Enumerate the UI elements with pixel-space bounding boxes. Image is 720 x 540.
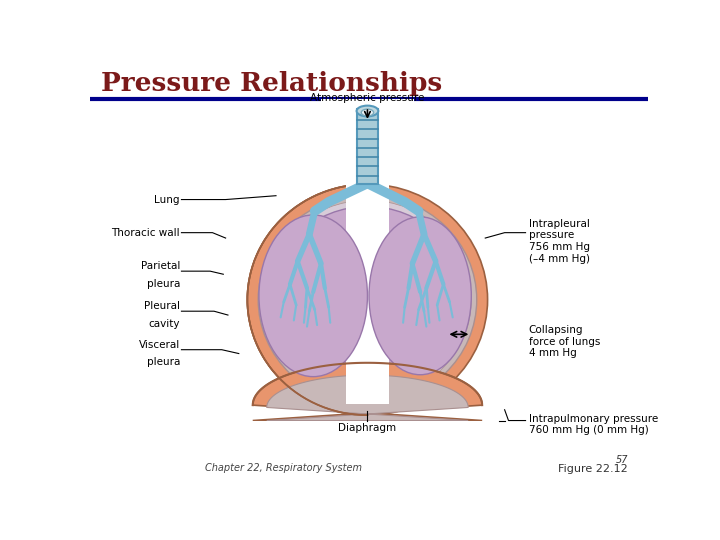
Ellipse shape bbox=[270, 206, 465, 393]
Text: Parietal: Parietal bbox=[140, 261, 180, 271]
Text: Thoracic wall: Thoracic wall bbox=[112, 228, 180, 238]
Ellipse shape bbox=[258, 195, 477, 404]
Ellipse shape bbox=[356, 106, 378, 117]
FancyBboxPatch shape bbox=[90, 417, 648, 495]
Text: cavity: cavity bbox=[148, 319, 180, 329]
Ellipse shape bbox=[248, 184, 487, 415]
Text: Lung: Lung bbox=[154, 194, 180, 205]
Text: Collapsing
force of lungs
4 mm Hg: Collapsing force of lungs 4 mm Hg bbox=[528, 325, 600, 358]
Text: Diaphragm: Diaphragm bbox=[338, 423, 397, 433]
Text: Visceral: Visceral bbox=[139, 340, 180, 350]
Polygon shape bbox=[357, 109, 377, 184]
Ellipse shape bbox=[259, 215, 367, 377]
Ellipse shape bbox=[264, 200, 472, 399]
Polygon shape bbox=[346, 99, 389, 403]
Polygon shape bbox=[243, 421, 492, 496]
Text: pleura: pleura bbox=[147, 279, 180, 289]
Text: 57: 57 bbox=[616, 455, 628, 465]
Text: Chapter 22, Respiratory System: Chapter 22, Respiratory System bbox=[205, 463, 362, 473]
FancyBboxPatch shape bbox=[321, 99, 414, 176]
Polygon shape bbox=[266, 375, 468, 421]
Text: pleura: pleura bbox=[147, 357, 180, 367]
Polygon shape bbox=[253, 363, 482, 421]
Text: Intrapleural
pressure
756 mm Hg
(–4 mm Hg): Intrapleural pressure 756 mm Hg (–4 mm H… bbox=[528, 219, 590, 264]
Text: Pressure Relationships: Pressure Relationships bbox=[101, 71, 442, 96]
Text: Intrapulmonary pressure
760 mm Hg (0 mm Hg): Intrapulmonary pressure 760 mm Hg (0 mm … bbox=[528, 414, 658, 435]
Ellipse shape bbox=[369, 217, 472, 375]
Ellipse shape bbox=[361, 109, 374, 116]
Text: Atmospheric pressure: Atmospheric pressure bbox=[310, 93, 425, 103]
Text: Figure 22.12: Figure 22.12 bbox=[558, 464, 628, 475]
Text: Pleural: Pleural bbox=[144, 301, 180, 311]
